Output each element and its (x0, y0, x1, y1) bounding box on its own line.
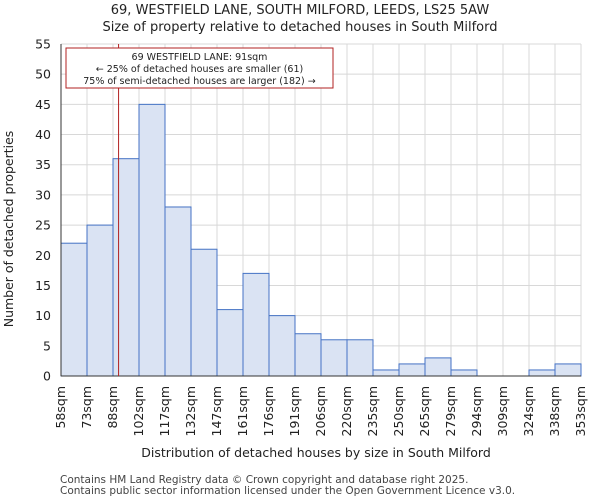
y-tick-label: 55 (35, 37, 51, 52)
y-tick-label: 40 (35, 127, 51, 142)
bar (138, 103, 166, 377)
annotation-line-2: ← 25% of detached houses are smaller (61… (96, 64, 303, 75)
x-tick-label: 132sqm (183, 386, 198, 436)
x-tick-label: 117sqm (157, 386, 172, 436)
x-tick-label: 58sqm (53, 386, 68, 429)
bar (372, 369, 400, 377)
x-tick-label: 147sqm (209, 386, 224, 436)
x-tick-label: 265sqm (417, 386, 432, 436)
bar (60, 242, 88, 377)
x-tick-label: 161sqm (235, 386, 250, 436)
y-tick-label: 20 (35, 248, 51, 263)
bar (528, 369, 556, 377)
x-tick-label: 191sqm (287, 386, 302, 436)
y-tick-label: 35 (35, 157, 51, 172)
annotation-line-3: 75% of semi-detached houses are larger (… (83, 76, 316, 87)
x-tick-label: 353sqm (573, 386, 588, 436)
bar (294, 333, 322, 377)
x-tick-label: 250sqm (391, 386, 406, 436)
annotation-line-1: 69 WESTFIELD LANE: 91sqm (132, 52, 268, 63)
x-axis-label: Distribution of detached houses by size … (141, 445, 491, 460)
footer-line-1: Contains HM Land Registry data © Crown c… (60, 474, 468, 486)
y-ticks: 0 5 10 15 20 25 30 35 40 45 50 55 (35, 37, 51, 384)
bar (268, 315, 296, 377)
bars (60, 103, 582, 377)
y-axis-label: Number of detached properties (1, 131, 16, 328)
y-tick-label: 5 (43, 338, 51, 353)
bar (86, 224, 114, 377)
x-tick-label: 235sqm (365, 386, 380, 436)
bar (190, 248, 218, 377)
y-tick-label: 10 (35, 308, 51, 323)
x-ticks: 58sqm 73sqm 88sqm 102sqm 117sqm 132sqm 147sqm 1… (53, 386, 588, 436)
x-tick-label: 294sqm (469, 386, 484, 436)
bar (554, 363, 582, 377)
footer-line-2: Contains public sector information licen… (60, 485, 515, 497)
y-tick-label: 45 (35, 97, 51, 112)
annotation-frame (65, 47, 334, 89)
x-tick-label: 279sqm (443, 386, 458, 436)
x-tick-label: 324sqm (521, 386, 536, 436)
x-tick-label: 88sqm (105, 386, 120, 429)
bar (320, 339, 348, 377)
bar (112, 158, 140, 377)
bar (164, 206, 192, 377)
bar (346, 339, 374, 377)
y-tick-label: 50 (35, 67, 51, 82)
bar (424, 357, 452, 377)
x-tick-label: 73sqm (79, 386, 94, 429)
y-tick-label: 25 (35, 218, 51, 233)
bar (216, 309, 244, 377)
y-tick-label: 30 (35, 187, 51, 202)
y-tick-label: 15 (35, 278, 51, 293)
bar (398, 363, 426, 377)
x-tick-label: 220sqm (339, 386, 354, 436)
annotation-box: 69 WESTFIELD LANE: 91sqm ← 25% of detach… (65, 47, 334, 89)
chart-subtitle: Size of property relative to detached ho… (102, 20, 497, 35)
x-tick-label: 338sqm (547, 386, 562, 436)
bar (450, 369, 478, 377)
chart-title: 69, WESTFIELD LANE, SOUTH MILFORD, LEEDS… (111, 3, 490, 18)
x-tick-label: 102sqm (131, 386, 146, 436)
x-tick-label: 309sqm (495, 386, 510, 436)
x-tick-label: 176sqm (261, 386, 276, 436)
y-tick-label: 0 (43, 369, 51, 384)
x-tick-label: 206sqm (313, 386, 328, 436)
bar (242, 272, 270, 377)
